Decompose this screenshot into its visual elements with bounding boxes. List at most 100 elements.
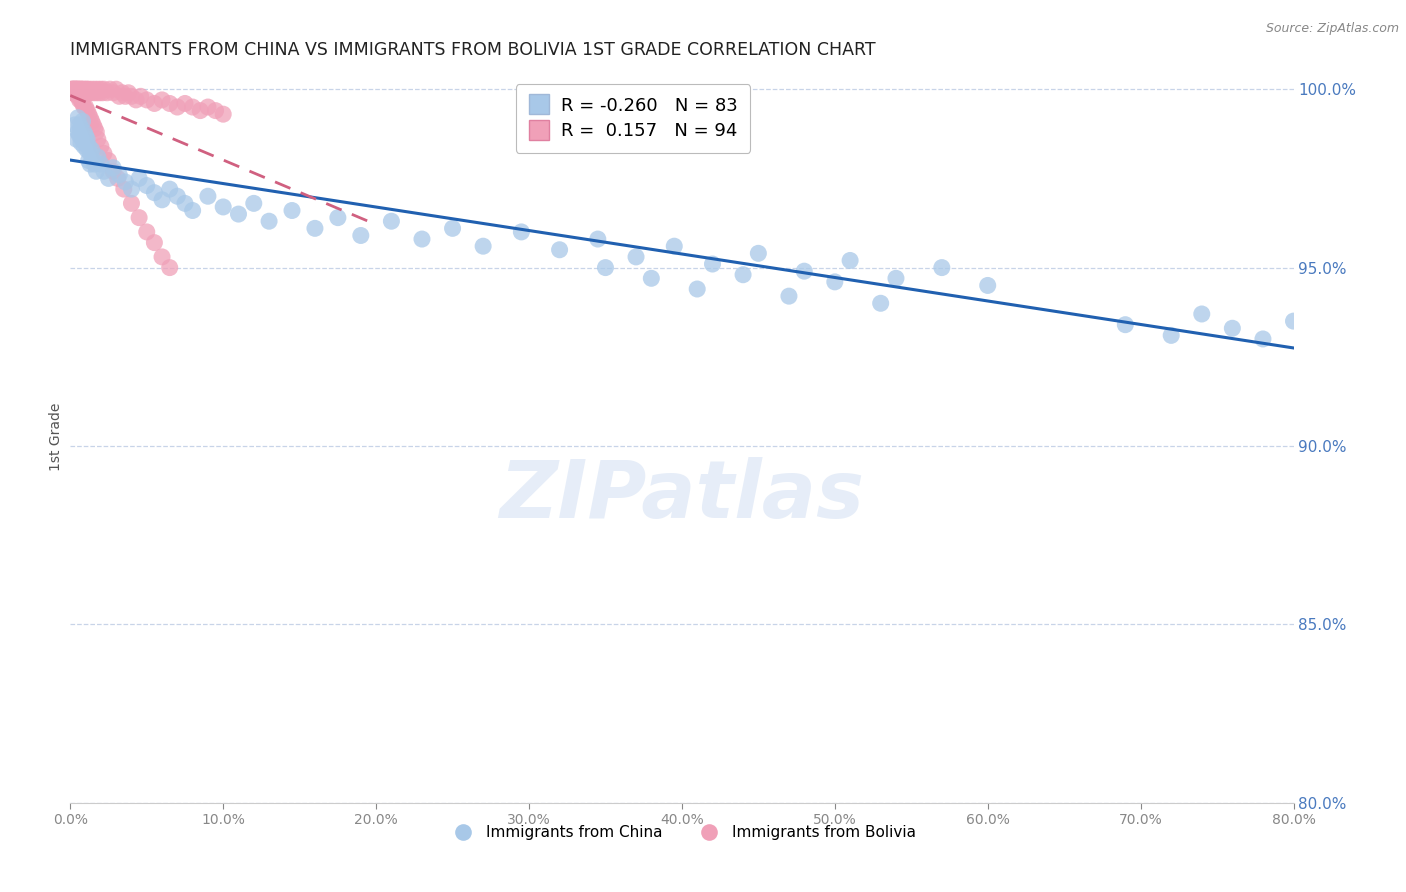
Point [1160,328,1182,343]
Point [60,82,83,96]
Point [75,86,97,100]
Point [70,136,93,150]
Point [135,178,157,193]
Point [65,86,87,100]
Point [73,139,96,153]
Point [117,86,139,100]
Point [101,86,124,100]
Point [839,253,862,268]
Point [128,211,150,225]
Point [1344,325,1367,339]
Point [350,228,373,243]
Point [62,86,84,100]
Point [181,100,204,114]
Point [112,182,135,196]
Point [93,146,115,161]
Point [63,82,86,96]
Point [66,89,89,103]
Point [96,86,118,100]
Point [128,171,150,186]
Point [76,82,98,96]
Point [72,86,94,100]
Point [72,86,94,100]
Point [778,289,800,303]
Point [281,203,304,218]
Point [326,211,349,225]
Point [1367,343,1389,357]
Point [70,86,93,100]
Point [111,86,134,100]
Point [595,260,617,275]
Point [212,200,235,214]
Point [69,128,91,143]
Point [84,164,107,178]
Point [87,132,110,146]
Point [66,111,89,125]
Point [87,82,110,96]
Point [188,103,211,118]
Point [114,89,136,103]
Point [93,82,115,96]
Point [931,260,953,275]
Text: ZIPatlas: ZIPatlas [499,457,865,534]
Point [65,132,87,146]
Point [65,82,87,96]
Point [472,239,495,253]
Point [90,139,112,153]
Point [304,221,326,235]
Point [76,103,98,118]
Point [257,214,280,228]
Point [411,232,433,246]
Point [79,157,101,171]
Point [75,128,97,143]
Point [93,164,115,178]
Point [62,82,84,96]
Point [159,260,181,275]
Point [197,189,219,203]
Point [66,125,89,139]
Point [70,121,93,136]
Point [1298,335,1320,350]
Point [77,139,100,153]
Point [66,86,89,100]
Point [1191,307,1213,321]
Point [107,171,129,186]
Point [72,114,94,128]
Point [75,100,97,114]
Point [76,143,98,157]
Point [204,103,226,118]
Point [72,82,94,96]
Point [121,196,143,211]
Point [125,93,148,107]
Point [84,125,107,139]
Point [77,86,100,100]
Point [62,86,84,100]
Point [79,111,101,125]
Point [101,164,124,178]
Point [73,100,96,114]
Point [441,221,464,235]
Point [65,86,87,100]
Point [60,82,83,96]
Point [66,82,89,96]
Point [548,243,571,257]
Point [98,82,121,96]
Point [1220,321,1243,335]
Point [135,93,157,107]
Point [91,86,114,100]
Point [70,82,93,96]
Point [624,250,647,264]
Point [143,96,166,111]
Point [73,82,96,96]
Point [63,86,86,100]
Point [380,214,402,228]
Point [69,86,91,100]
Point [159,182,181,196]
Point [143,186,166,200]
Point [77,153,100,168]
Point [60,86,83,100]
Point [75,136,97,150]
Text: Source: ZipAtlas.com: Source: ZipAtlas.com [1265,22,1399,36]
Point [75,86,97,100]
Point [510,225,533,239]
